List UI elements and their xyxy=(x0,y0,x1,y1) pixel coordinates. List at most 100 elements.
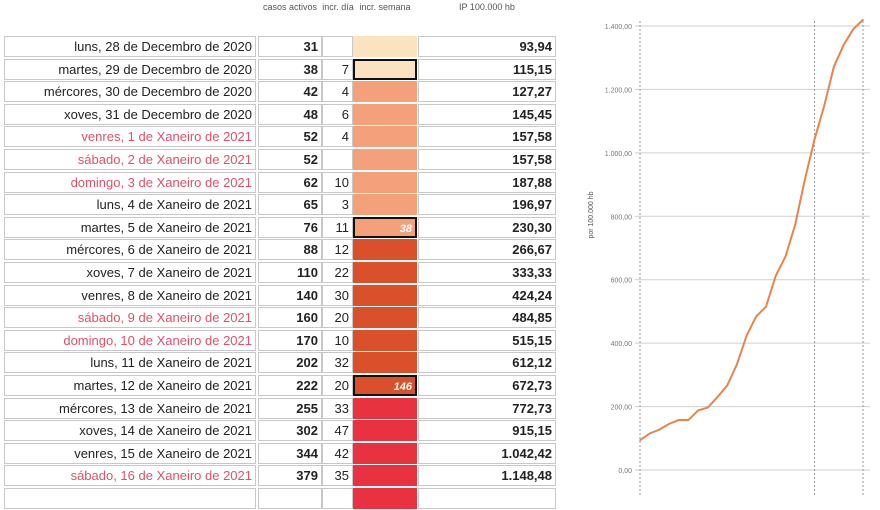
date-cell: mércores, 13 de Xaneiro de 2021 xyxy=(4,397,256,419)
date-cell: luns, 11 de Xaneiro de 2021 xyxy=(4,352,256,374)
incr-semana-cell: 146 xyxy=(353,375,417,396)
incr-semana-cell xyxy=(353,262,417,283)
table-row: sábado, 2 de Xaneiro de 2021 52 157,58 xyxy=(4,149,560,171)
y-tick-label: 1.000,00 xyxy=(605,151,632,158)
casos-cell: 62 xyxy=(258,171,322,193)
ip-cell: 196,97 xyxy=(418,194,556,216)
data-point xyxy=(707,406,709,409)
incr-dia-cell: 4 xyxy=(322,81,353,103)
casos-cell: 38 xyxy=(258,58,322,80)
ip-line-chart: 0,00 200,00 400,00 600,00 800,00 1.000,00 1.20… xyxy=(588,18,870,495)
data-point xyxy=(668,423,670,425)
data-point xyxy=(823,104,826,107)
incr-dia-cell: 6 xyxy=(322,103,353,125)
casos-cell: 42 xyxy=(258,81,322,103)
ip-cell: 157,58 xyxy=(418,126,556,148)
table-row: mércores, 6 de Xaneiro de 2021 88 12 266,67 xyxy=(4,239,560,261)
date-cell: xoves, 14 de Xaneiro de 2021 xyxy=(4,420,256,442)
ip-cell: 115,15 xyxy=(418,58,556,80)
table-row: xoves, 7 de Xaneiro de 2021 110 22 333,33 xyxy=(4,262,560,284)
data-point xyxy=(862,18,864,21)
table-row: sábado, 9 de Xaneiro de 2021 160 20 484,85 xyxy=(4,307,560,329)
ip-cell: 515,15 xyxy=(418,329,556,351)
table-row: venres, 15 de Xaneiro de 2021 344 42 1.042,… xyxy=(4,442,560,465)
incr-semana-cell xyxy=(353,420,417,442)
ip-series-line xyxy=(639,18,864,442)
incr-dia-cell: 47 xyxy=(322,420,353,442)
casos-cell: 140 xyxy=(258,284,322,306)
incr-semana-cell xyxy=(353,465,417,487)
date-cell: venres, 15 de Xaneiro de 2021 xyxy=(4,442,256,464)
date-cell: sábado, 2 de Xaneiro de 2021 xyxy=(4,149,256,170)
ip-cell: 612,12 xyxy=(418,352,556,374)
data-point xyxy=(765,305,767,308)
date-cell: domingo, 3 de Xaneiro de 2021 xyxy=(4,171,256,193)
casos-cell: 52 xyxy=(258,126,322,148)
data-point xyxy=(804,178,806,181)
header-ip: IP 100.000 hb xyxy=(459,2,515,12)
incr-semana-cell xyxy=(353,442,417,464)
data-point xyxy=(794,224,796,226)
table-row: luns, 11 de Xaneiro de 2021 202 32 612,12 xyxy=(4,352,560,374)
data-point xyxy=(774,275,777,277)
incr-dia-cell: 10 xyxy=(322,171,353,193)
incr-semana-cell xyxy=(353,58,417,80)
data-point xyxy=(833,65,835,68)
incr-dia-cell: 42 xyxy=(322,442,353,464)
ip-cell: 187,88 xyxy=(418,171,556,193)
empty-cell xyxy=(322,488,353,509)
data-point xyxy=(677,419,680,421)
y-tick-label: 1.200,00 xyxy=(605,87,632,94)
y-tick-label: 400,00 xyxy=(611,341,633,348)
incr-semana-cell xyxy=(353,126,417,148)
incr-semana-cell xyxy=(353,194,417,216)
table-row: martes, 5 de Xaneiro de 2021 76 11 38 230,30 xyxy=(4,216,560,239)
date-cell: sábado, 16 de Xaneiro de 2021 xyxy=(4,465,256,487)
incr-dia-cell: 20 xyxy=(322,307,353,329)
table-row: venres, 8 de Xaneiro de 2021 140 30 424,24 xyxy=(4,284,560,307)
date-cell: xoves, 31 de Decembro de 2020 xyxy=(4,103,256,125)
incr-semana-cell xyxy=(353,36,417,57)
casos-cell: 170 xyxy=(258,329,322,351)
casos-cell: 160 xyxy=(258,307,322,329)
data-point xyxy=(842,44,845,46)
casos-cell: 76 xyxy=(258,216,322,238)
casos-cell: 65 xyxy=(258,194,322,216)
incr-semana-cell: 38 xyxy=(353,216,417,238)
ip-cell: 333,33 xyxy=(418,262,556,283)
incr-dia-cell xyxy=(322,149,353,170)
casos-cell: 110 xyxy=(258,262,322,283)
incr-semana-cell xyxy=(353,284,417,306)
data-point xyxy=(755,315,758,318)
incr-semana-cell xyxy=(353,103,417,125)
casos-cell: 302 xyxy=(258,420,322,442)
incr-dia-cell: 4 xyxy=(322,126,353,148)
ip-cell: 484,85 xyxy=(418,307,556,329)
table-row: xoves, 31 de Decembro de 2020 48 6 145,45 xyxy=(4,103,560,126)
date-cell: venres, 1 de Xaneiro de 2021 xyxy=(4,126,256,148)
empty-cell xyxy=(4,488,256,509)
ip-cell: 772,73 xyxy=(418,397,556,419)
header-semana: incr. semana xyxy=(359,2,411,12)
data-point xyxy=(697,409,699,412)
incr-dia-cell: 30 xyxy=(322,284,353,306)
incr-dia-cell: 33 xyxy=(322,397,353,419)
casos-cell: 255 xyxy=(258,397,322,419)
table-row-partial xyxy=(4,488,560,510)
incr-dia-cell: 22 xyxy=(322,262,353,283)
data-point xyxy=(648,432,651,435)
data-point xyxy=(687,419,690,421)
date-cell: luns, 28 de Decembro de 2020 xyxy=(4,36,256,57)
data-point xyxy=(852,28,855,30)
incr-semana-cell xyxy=(353,488,417,509)
table-row: sábado, 16 de Xaneiro de 2021 379 35 1.148,… xyxy=(4,465,560,487)
data-point xyxy=(726,384,729,387)
data-point xyxy=(813,138,816,141)
incr-semana-cell xyxy=(353,352,417,374)
incr-dia-cell: 12 xyxy=(322,239,353,261)
y-tick-label: 1.400,00 xyxy=(605,24,632,31)
table-row: luns, 4 de Xaneiro de 2021 65 3 196,97 xyxy=(4,194,560,216)
table-row: xoves, 14 de Xaneiro de 2021 302 47 915,15 xyxy=(4,420,560,442)
table-row: domingo, 10 de Xaneiro de 2021 170 10 515,1… xyxy=(4,329,560,352)
casos-cell: 379 xyxy=(258,465,322,487)
